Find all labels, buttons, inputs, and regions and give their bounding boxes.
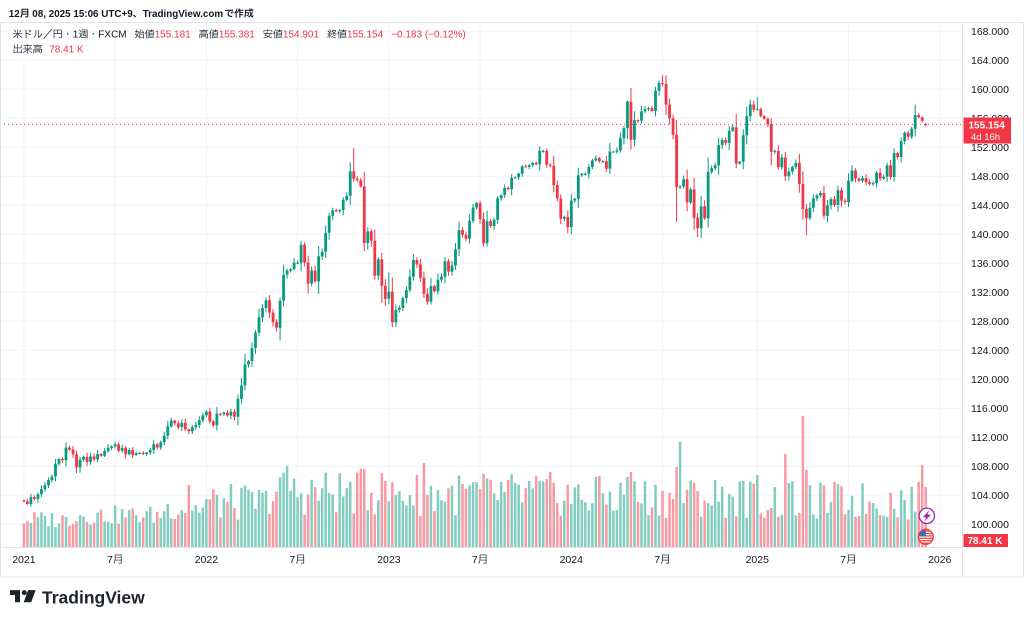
svg-text:78.41 K: 78.41 K [49, 45, 84, 56]
svg-text:108.000: 108.000 [971, 461, 1009, 473]
svg-text:155.181: 155.181 [155, 30, 192, 41]
svg-text:116.000: 116.000 [971, 403, 1008, 415]
svg-text:2025: 2025 [746, 554, 770, 566]
svg-text:152.000: 152.000 [971, 142, 1009, 154]
svg-text:1: 1 [73, 30, 79, 41]
svg-text:112.000: 112.000 [971, 432, 1008, 444]
svg-text:104.000: 104.000 [971, 490, 1009, 502]
svg-text:155.154: 155.154 [347, 30, 384, 41]
svg-text:08, 2025 15:06 UTC+9: 08, 2025 15:06 UTC+9 [32, 9, 133, 20]
svg-text:148.000: 148.000 [971, 171, 1009, 183]
svg-text:−0.183 (−0.12%): −0.183 (−0.12%) [391, 30, 466, 41]
svg-text:2022: 2022 [195, 554, 219, 566]
svg-text:155.381: 155.381 [219, 30, 256, 41]
svg-text:124.000: 124.000 [971, 345, 1009, 357]
svg-text:7: 7 [840, 554, 846, 566]
svg-text:78.41 K: 78.41 K [968, 536, 1004, 547]
svg-text:TradingView.com: TradingView.com [143, 9, 224, 20]
svg-text:154.901: 154.901 [283, 30, 320, 41]
svg-text:7: 7 [654, 554, 660, 566]
svg-text:144.000: 144.000 [971, 200, 1009, 212]
svg-text:2023: 2023 [377, 554, 401, 566]
svg-text:136.000: 136.000 [971, 258, 1009, 270]
svg-text:132.000: 132.000 [971, 287, 1009, 299]
svg-text:7: 7 [107, 554, 113, 566]
svg-text:12: 12 [9, 9, 20, 20]
svg-text:100.000: 100.000 [971, 519, 1009, 531]
svg-text:2026: 2026 [928, 554, 952, 566]
svg-text:155.154: 155.154 [969, 120, 1006, 131]
svg-text:164.000: 164.000 [971, 55, 1009, 67]
svg-text:TradingView: TradingView [42, 588, 145, 608]
svg-text:FXCM: FXCM [98, 30, 126, 41]
svg-text:160.000: 160.000 [971, 84, 1009, 96]
svg-text:120.000: 120.000 [971, 374, 1009, 386]
svg-text:2024: 2024 [560, 554, 584, 566]
svg-text:140.000: 140.000 [971, 229, 1009, 241]
svg-text:128.000: 128.000 [971, 316, 1009, 328]
svg-text:7: 7 [289, 554, 295, 566]
svg-text:168.000: 168.000 [971, 26, 1009, 38]
svg-text:2021: 2021 [12, 554, 36, 566]
svg-text:7: 7 [472, 554, 478, 566]
svg-text:4d 16h: 4d 16h [971, 132, 1000, 143]
